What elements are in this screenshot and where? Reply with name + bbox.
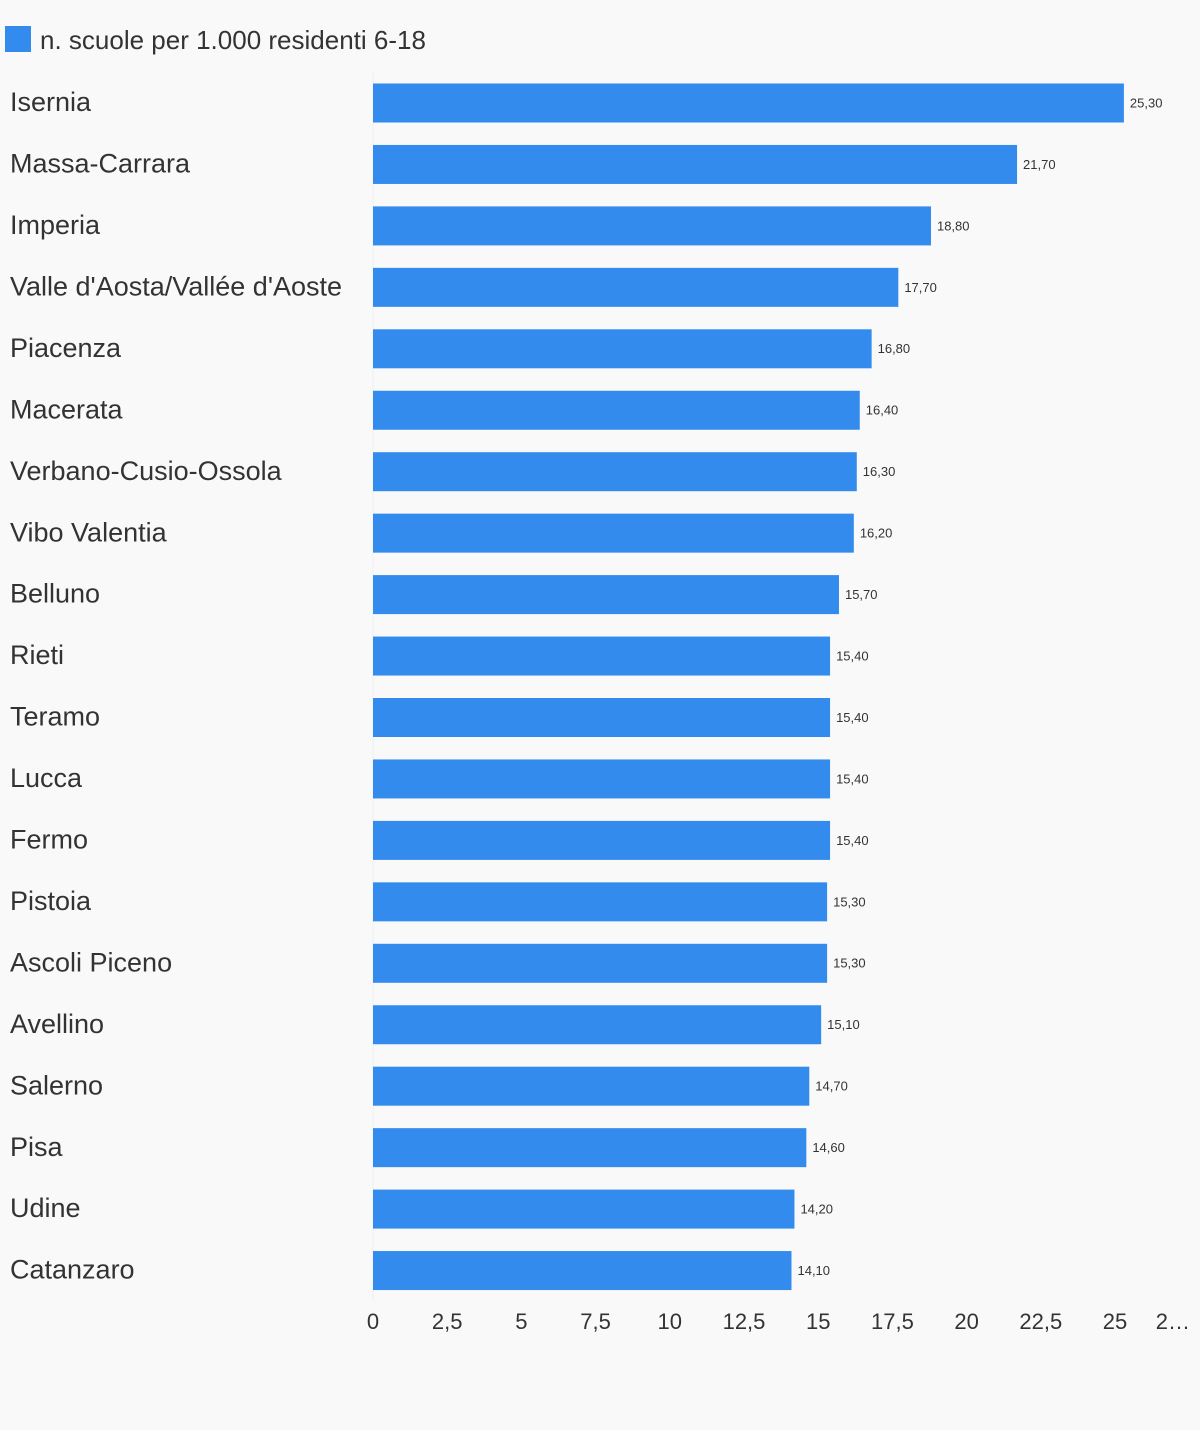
value-label: 15,10 <box>827 1017 860 1032</box>
bar <box>373 390 860 430</box>
x-tick-label: 12,5 <box>723 1309 766 1334</box>
value-label: 25,30 <box>1130 95 1163 110</box>
category-label: Udine <box>10 1193 81 1223</box>
value-label: 15,40 <box>836 771 869 786</box>
category-label: Catanzaro <box>10 1255 135 1285</box>
x-tick-label: 10 <box>658 1309 682 1334</box>
category-label: Pisa <box>10 1132 64 1162</box>
bar <box>373 513 854 553</box>
value-label: 15,40 <box>836 710 869 725</box>
bar <box>373 1066 810 1106</box>
category-label: Salerno <box>10 1070 103 1100</box>
category-label: Macerata <box>10 394 124 424</box>
value-label: 14,60 <box>812 1140 845 1155</box>
bar <box>373 1128 807 1168</box>
category-label: Imperia <box>10 210 101 240</box>
bar <box>373 1189 795 1229</box>
x-tick-label: 0 <box>367 1309 379 1334</box>
bar <box>373 759 831 799</box>
legend-label: n. scuole per 1.000 residenti 6-18 <box>40 25 426 55</box>
x-tick-label: 2… <box>1156 1309 1190 1334</box>
bar <box>373 83 1124 123</box>
bar <box>373 144 1018 184</box>
bar <box>373 943 828 983</box>
value-label: 15,70 <box>845 587 878 602</box>
bar <box>373 698 831 737</box>
category-label: Massa-Carrara <box>10 149 191 179</box>
bar <box>373 1251 792 1291</box>
value-label: 18,80 <box>937 218 970 233</box>
value-label: 14,10 <box>797 1263 830 1278</box>
value-label: 15,40 <box>836 648 869 663</box>
legend-swatch <box>5 26 31 52</box>
bar <box>373 1005 822 1045</box>
x-tick-label: 22,5 <box>1019 1309 1062 1334</box>
x-tick-label: 5 <box>515 1309 527 1334</box>
value-label: 16,40 <box>866 403 899 418</box>
category-label: Lucca <box>10 763 83 793</box>
value-label: 15,30 <box>833 956 866 971</box>
value-label: 15,40 <box>836 833 869 848</box>
category-label: Teramo <box>10 702 100 732</box>
bar <box>373 329 872 369</box>
value-label: 16,30 <box>863 464 896 479</box>
category-label: Vibo Valentia <box>10 517 168 547</box>
category-label: Valle d'Aosta/Vallée d'Aoste <box>10 271 342 301</box>
x-tick-label: 25 <box>1103 1309 1127 1334</box>
category-label: Pistoia <box>10 886 92 916</box>
x-tick-label: 20 <box>954 1309 978 1334</box>
bar <box>373 882 828 922</box>
category-label: Ascoli Piceno <box>10 947 172 977</box>
x-tick-label: 2,5 <box>432 1309 463 1334</box>
category-label: Piacenza <box>10 333 122 363</box>
value-label: 16,20 <box>860 526 893 541</box>
bar <box>373 206 931 246</box>
category-label: Fermo <box>10 825 88 855</box>
category-label: Belluno <box>10 579 100 609</box>
bar <box>373 636 831 676</box>
bar <box>373 267 899 307</box>
category-label: Avellino <box>10 1009 104 1039</box>
x-tick-label: 7,5 <box>580 1309 611 1334</box>
x-tick-label: 15 <box>806 1309 830 1334</box>
category-label: Rieti <box>10 640 64 670</box>
value-label: 21,70 <box>1023 157 1056 172</box>
bar <box>373 575 839 615</box>
bar <box>373 820 831 860</box>
value-label: 16,80 <box>878 341 911 356</box>
value-label: 17,70 <box>904 280 937 295</box>
value-label: 15,30 <box>833 894 866 909</box>
category-label: Verbano-Cusio-Ossola <box>10 456 283 486</box>
value-label: 14,70 <box>815 1079 848 1094</box>
category-label: Isernia <box>10 87 92 117</box>
value-label: 14,20 <box>800 1202 833 1217</box>
bar <box>373 452 857 492</box>
x-tick-label: 17,5 <box>871 1309 914 1334</box>
